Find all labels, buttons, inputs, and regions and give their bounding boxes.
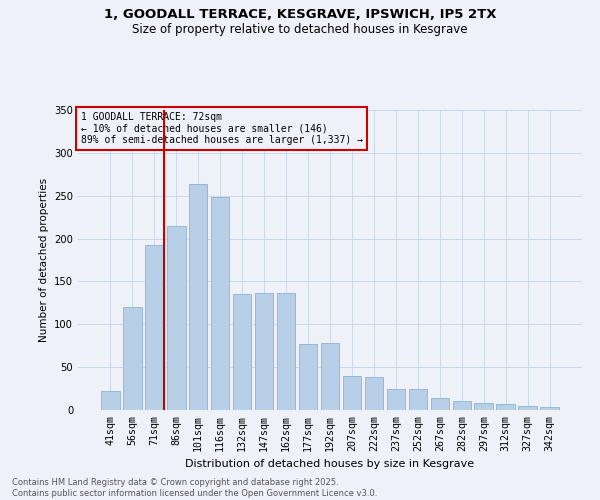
Bar bbox=[123, 307, 142, 410]
Bar bbox=[255, 294, 274, 410]
Bar bbox=[431, 398, 449, 410]
Bar bbox=[101, 391, 119, 410]
X-axis label: Distribution of detached houses by size in Kesgrave: Distribution of detached houses by size … bbox=[185, 459, 475, 469]
Bar bbox=[365, 378, 383, 410]
Bar bbox=[386, 390, 405, 410]
Text: Size of property relative to detached houses in Kesgrave: Size of property relative to detached ho… bbox=[132, 22, 468, 36]
Bar bbox=[343, 376, 361, 410]
Bar bbox=[541, 408, 559, 410]
Bar bbox=[233, 294, 251, 410]
Bar bbox=[167, 226, 185, 410]
Bar bbox=[277, 294, 295, 410]
Bar bbox=[211, 198, 229, 410]
Bar bbox=[475, 403, 493, 410]
Bar bbox=[496, 404, 515, 410]
Y-axis label: Number of detached properties: Number of detached properties bbox=[38, 178, 49, 342]
Bar bbox=[409, 390, 427, 410]
Text: Contains HM Land Registry data © Crown copyright and database right 2025.
Contai: Contains HM Land Registry data © Crown c… bbox=[12, 478, 377, 498]
Bar bbox=[320, 343, 340, 410]
Bar bbox=[189, 184, 208, 410]
Bar bbox=[299, 344, 317, 410]
Bar bbox=[518, 406, 537, 410]
Text: 1 GOODALL TERRACE: 72sqm
← 10% of detached houses are smaller (146)
89% of semi-: 1 GOODALL TERRACE: 72sqm ← 10% of detach… bbox=[80, 112, 362, 144]
Bar bbox=[452, 402, 471, 410]
Text: 1, GOODALL TERRACE, KESGRAVE, IPSWICH, IP5 2TX: 1, GOODALL TERRACE, KESGRAVE, IPSWICH, I… bbox=[104, 8, 496, 20]
Bar bbox=[145, 244, 164, 410]
